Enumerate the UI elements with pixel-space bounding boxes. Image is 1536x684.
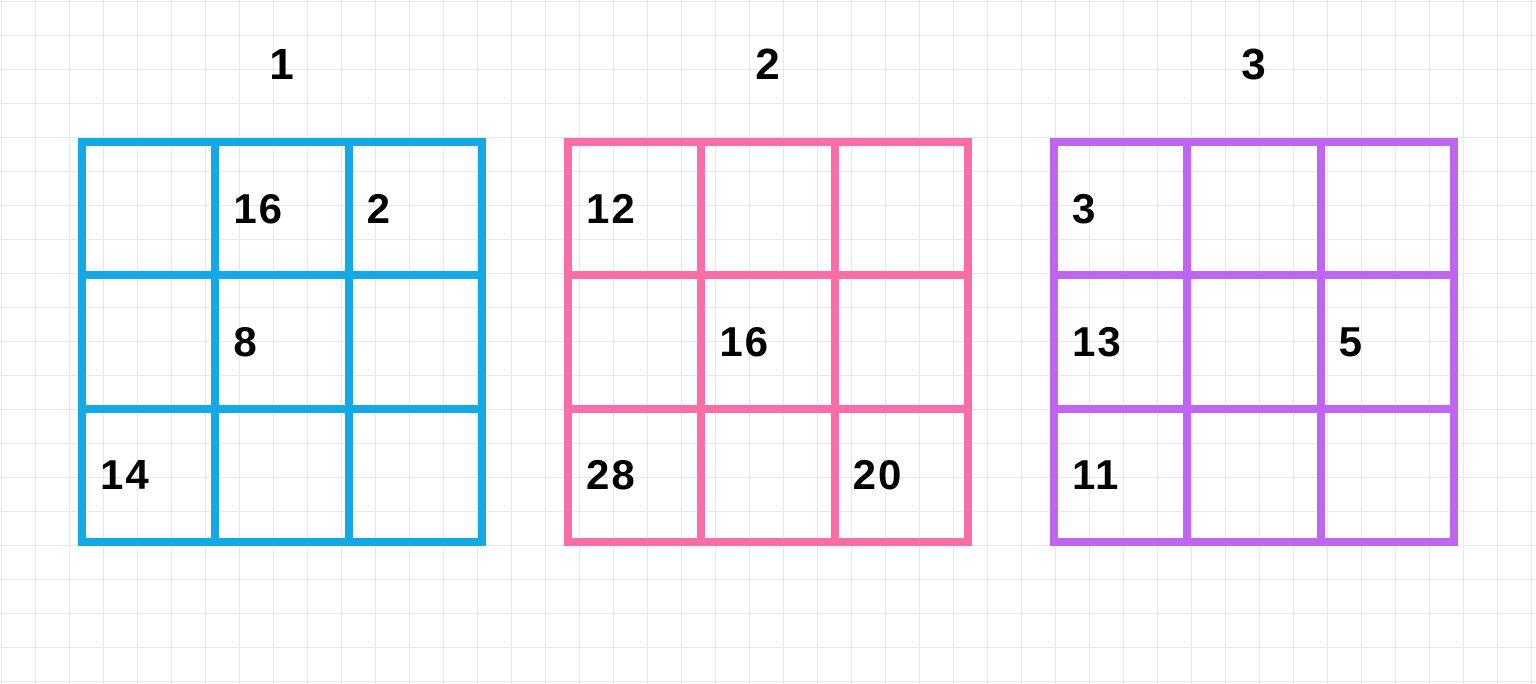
grid-cell (568, 275, 701, 408)
magic-square-1: 1 162814 (78, 40, 486, 546)
grid-cell (1187, 275, 1320, 408)
grid-cell: 12 (568, 142, 701, 275)
grid-cell: 14 (82, 409, 215, 542)
grid-cell (1187, 142, 1320, 275)
grid-cell: 16 (215, 142, 348, 275)
squares-container: 11628142121628203313511 (0, 0, 1536, 684)
grid-cell (1187, 409, 1320, 542)
grid-cell: 16 (701, 275, 834, 408)
grid-cell: 2 (349, 142, 482, 275)
square-grid: 121628 20 (564, 138, 972, 546)
grid-cell: 13 (1054, 275, 1187, 408)
grid-cell (82, 275, 215, 408)
grid-cell (701, 142, 834, 275)
magic-square-2: 2 121628 20 (564, 40, 972, 546)
grid-cell: 8 (215, 275, 348, 408)
grid-cell: 5 (1321, 275, 1454, 408)
grid-cell (82, 142, 215, 275)
grid-cell (701, 409, 834, 542)
square-label: 1 (269, 40, 294, 90)
square-label: 2 (755, 40, 780, 90)
grid-cell (1321, 142, 1454, 275)
grid-cell (215, 409, 348, 542)
grid-cell: 3 (1054, 142, 1187, 275)
square-label: 3 (1241, 40, 1266, 90)
grid-cell (1321, 409, 1454, 542)
square-grid: 313 5 11 (1050, 138, 1458, 546)
square-grid: 162814 (78, 138, 486, 546)
grid-cell (835, 142, 968, 275)
grid-cell: 28 (568, 409, 701, 542)
grid-cell (349, 275, 482, 408)
grid-cell: 20 (835, 409, 968, 542)
magic-square-3: 3313511 (1050, 40, 1458, 546)
grid-cell (835, 275, 968, 408)
grid-cell: 11 (1054, 409, 1187, 542)
grid-cell (349, 409, 482, 542)
